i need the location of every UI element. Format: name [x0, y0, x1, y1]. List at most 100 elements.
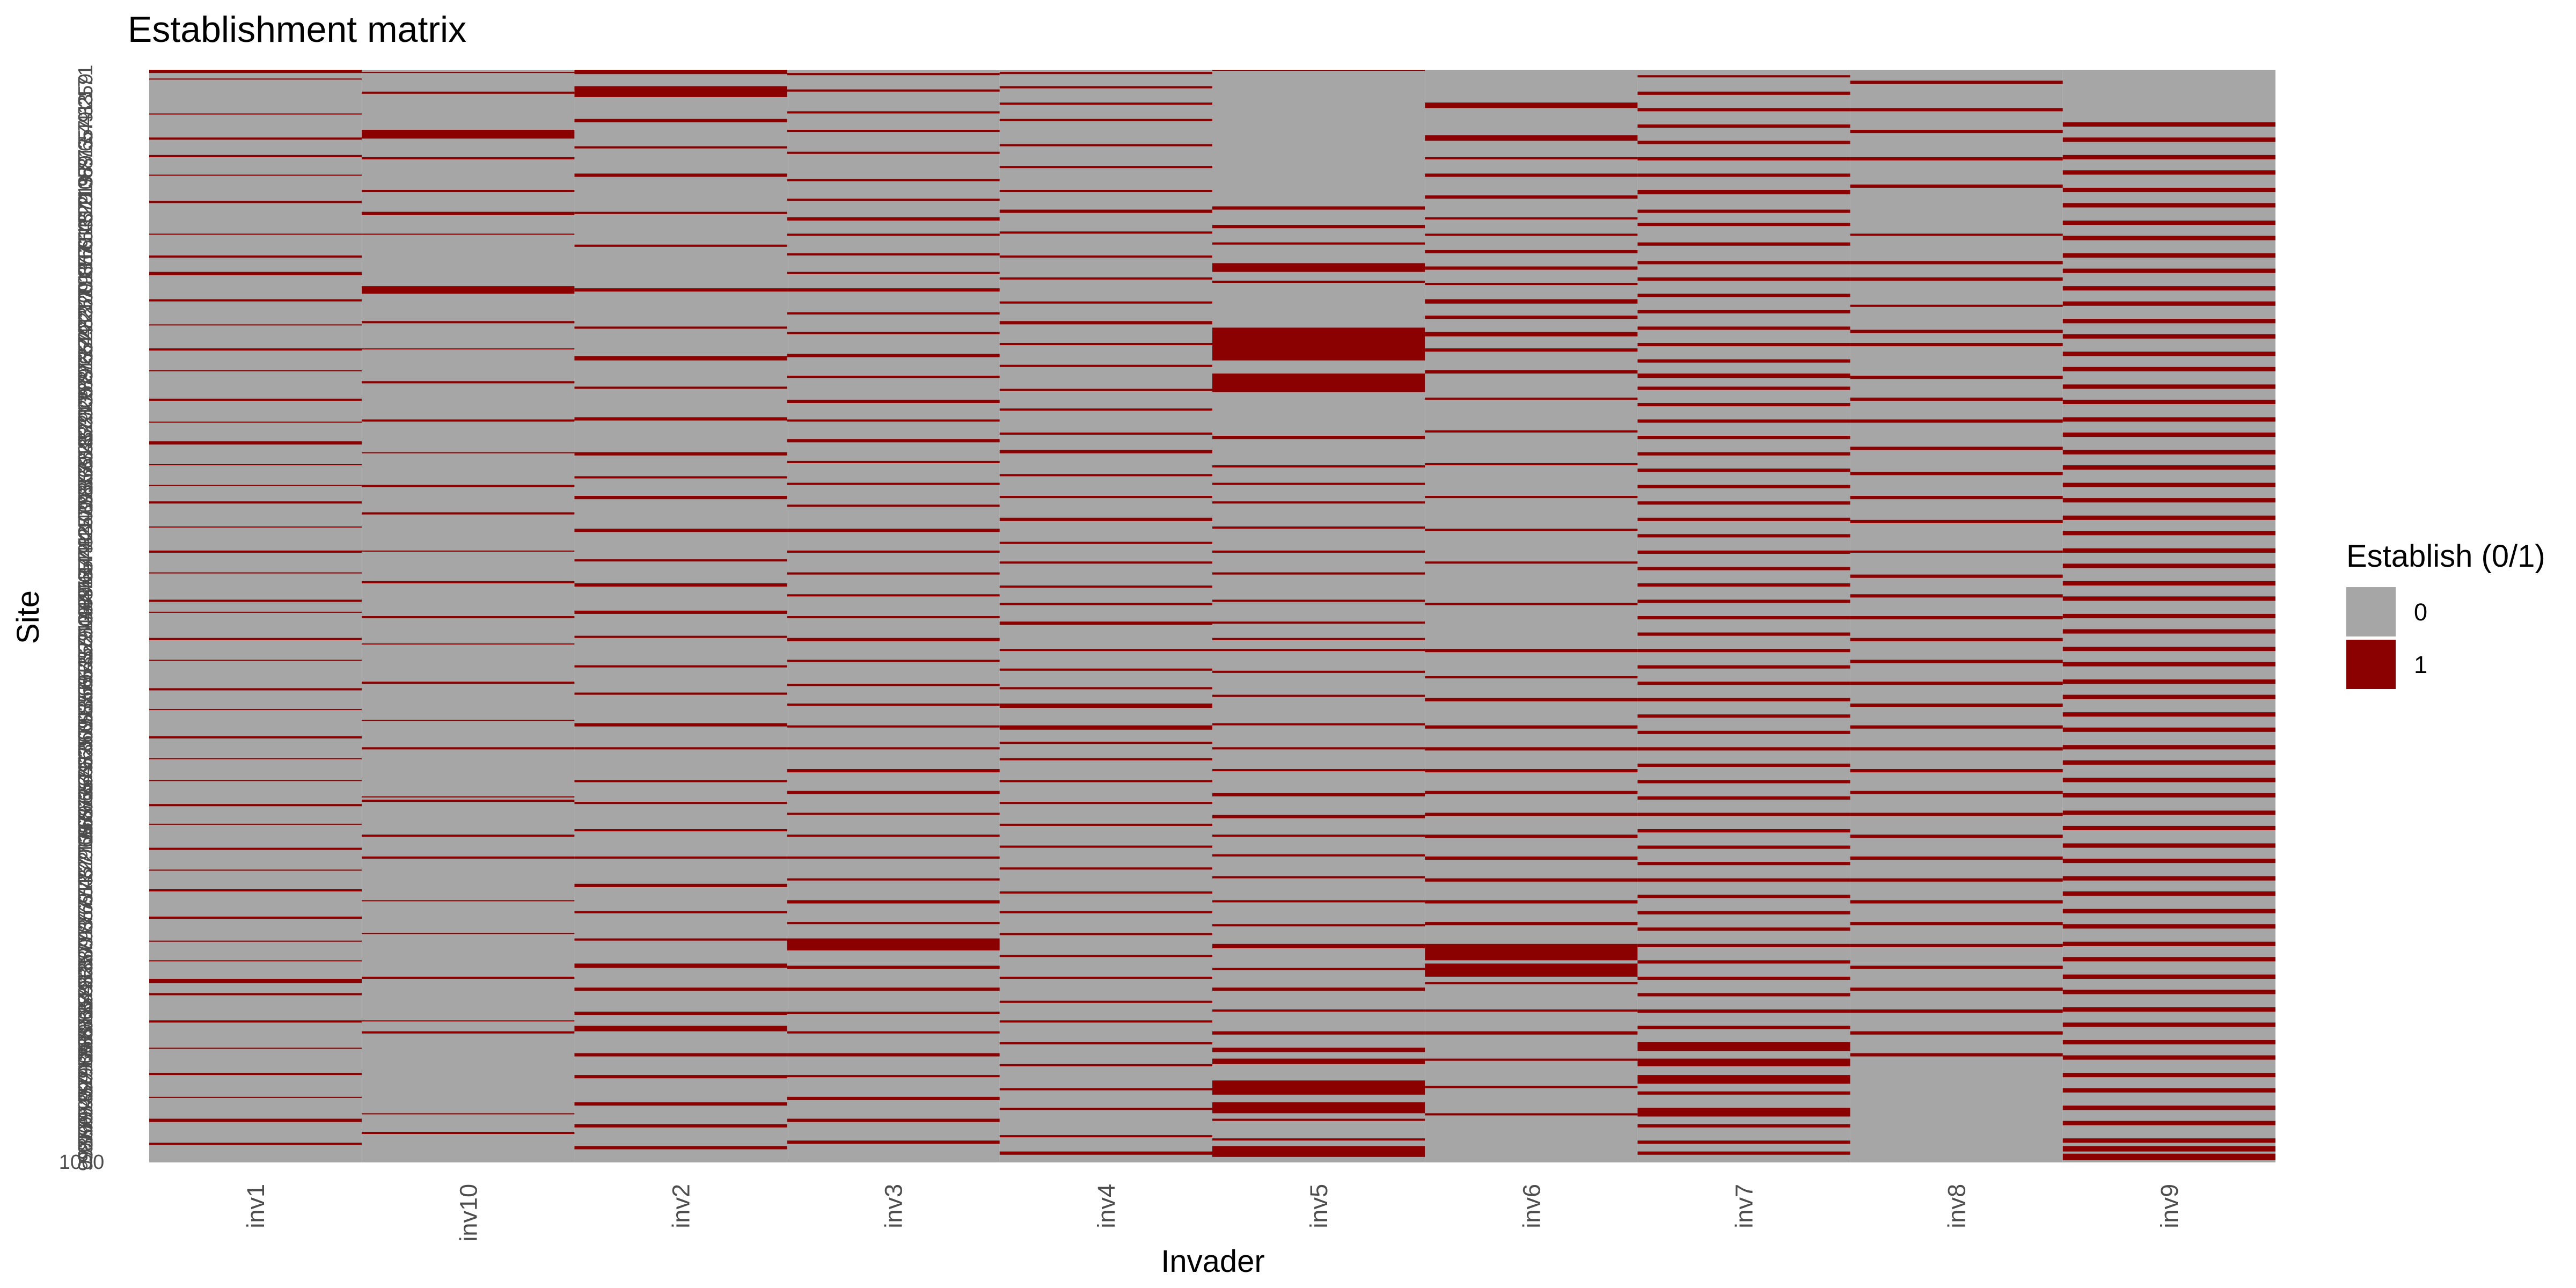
heatmap-cell-inv1-run-22: [149, 572, 362, 574]
y-tick-site-985: 985: [75, 1129, 97, 1162]
heatmap-cell-inv3-run-48: [787, 1096, 1000, 1100]
heatmap-cell-inv1-run-43: [149, 1048, 362, 1049]
heatmap-cell-inv9-run-36: [2062, 712, 2275, 717]
heatmap-cell-inv2-run-20: [574, 665, 787, 668]
heatmap-cell-inv6-run-39: [1425, 1031, 1638, 1035]
y-tick-site-713: 713: [75, 831, 97, 865]
heatmap-cell-inv5-run-27: [1212, 854, 1425, 857]
y-tick-site-689: 689: [75, 805, 97, 839]
heatmap-cell-inv7-run-66: [1637, 1151, 1850, 1155]
heatmap-cell-inv9-run-60: [2062, 1106, 2275, 1110]
y-tick-site-945: 945: [75, 1085, 97, 1118]
heatmap-cell-inv4-run-50: [999, 1135, 1212, 1138]
y-tick-site-233: 233: [75, 307, 97, 341]
heatmap-cell-inv9-run-63: [2062, 1146, 2275, 1152]
heatmap-cell-inv7-run-59: [1637, 1042, 1850, 1051]
heatmap-cell-inv1-run-36: [149, 889, 362, 892]
heatmap-cell-inv9-run-21: [2062, 465, 2275, 470]
y-tick-site-73: 73: [75, 137, 97, 160]
y-tick-site-249: 249: [75, 324, 97, 358]
heatmap-cell-inv3-run-21: [787, 504, 1000, 507]
y-tick-site-433: 433: [75, 525, 97, 559]
heatmap-cell-inv3-run-31: [787, 725, 1000, 728]
heatmap-cell-inv9-run-52: [2062, 974, 2275, 979]
y-tick-site-417: 417: [75, 508, 97, 541]
heatmap-cell-inv10-run-5: [362, 211, 575, 215]
y-tick-site-593: 593: [75, 700, 97, 734]
y-tick-site-441: 441: [75, 534, 97, 568]
y-tick-site-345: 345: [75, 429, 97, 463]
heatmap-cell-inv6-run-17: [1425, 463, 1638, 466]
y-tick-site-481: 481: [75, 578, 97, 612]
heatmap-cell-inv7-run-51: [1637, 911, 1850, 914]
heatmap-cell-inv7-run-65: [1637, 1140, 1850, 1144]
y-tick-site-33: 33: [75, 94, 97, 116]
heatmap-cell-inv9-run-56: [2062, 1040, 2275, 1045]
heatmap-cell-inv6-run-11: [1425, 316, 1638, 319]
y-tick-site-489: 489: [75, 587, 97, 620]
heatmap-cell-inv8-run-31: [1850, 835, 2063, 838]
heatmap-cell-inv10-run-19: [362, 682, 575, 684]
heatmap-cell-inv7-run-13: [1637, 294, 1850, 297]
heatmap-cell-inv9-run-29: [2062, 596, 2275, 601]
heatmap-cell-inv6-run-3: [1425, 173, 1638, 177]
heatmap-cell-inv4-run-8: [999, 231, 1212, 234]
heatmap-cell-inv3-run-5: [787, 179, 1000, 181]
heatmap-cell-inv9-run-46: [2062, 876, 2275, 881]
heatmap-cell-inv10-run-31: [362, 1113, 575, 1115]
heatmap-cell-inv9-run-57: [2062, 1055, 2275, 1060]
heatmap-cell-inv8-run-35: [1850, 922, 2063, 926]
heatmap-cell-inv5-run-1: [1212, 206, 1425, 210]
y-tick-site-537: 537: [75, 639, 97, 673]
y-tick-site-609: 609: [75, 718, 97, 751]
heatmap-cell-inv9-run-33: [2062, 662, 2275, 667]
heatmap-cell-inv9-run-1: [2062, 137, 2275, 142]
heatmap-cell-inv9-run-54: [2062, 1007, 2275, 1012]
chart-title: Establishment matrix: [128, 9, 466, 50]
y-tick-site-777: 777: [75, 901, 97, 935]
heatmap-cell-inv3-run-33: [787, 769, 1000, 773]
y-tick-site-809: 809: [75, 936, 97, 970]
heatmap-cell-inv1-run-23: [149, 599, 362, 602]
heatmap-cell-inv9-run-42: [2062, 810, 2275, 815]
heatmap-cell-inv3-run-39: [787, 900, 1000, 904]
heatmap-cell-inv4-run-12: [999, 321, 1212, 325]
y-tick-site-25: 25: [75, 85, 97, 108]
heatmap-cell-inv7-run-50: [1637, 895, 1850, 898]
heatmap-cell-inv10-run-14: [362, 512, 575, 515]
heatmap-cell-inv4-run-40: [999, 911, 1212, 913]
y-tick-site-705: 705: [75, 823, 97, 857]
heatmap-cell-inv4-run-37: [999, 845, 1212, 848]
heatmap-cell-inv7-run-45: [1637, 813, 1850, 816]
heatmap-cell-inv3-run-43: [787, 987, 1000, 991]
heatmap-cell-inv1-run-33: [149, 823, 362, 825]
heatmap-cell-inv8-run-38: [1850, 987, 2063, 991]
heatmap-cell-inv9-run-49: [2062, 924, 2275, 929]
heatmap-cell-inv2-run-9: [574, 356, 787, 361]
heatmap-cell-inv7-run-15: [1637, 326, 1850, 330]
heatmap-cell-inv7-run-33: [1637, 616, 1850, 620]
legend-label-0: 0: [2414, 598, 2427, 626]
heatmap-cell-inv6-run-37: [1425, 982, 1638, 985]
heatmap-cell-inv7-run-26: [1637, 501, 1850, 505]
heatmap-cell-inv5-run-23: [1212, 769, 1425, 772]
heatmap-cell-inv3-run-41: [787, 938, 1000, 951]
heatmap-cell-inv4-run-36: [999, 823, 1212, 826]
y-tick-site-161: 161: [75, 228, 97, 262]
heatmap-cell-inv6-run-1: [1425, 135, 1638, 141]
heatmap-cell-inv7-run-20: [1637, 402, 1850, 407]
heatmap-cell-inv7-run-14: [1637, 310, 1850, 314]
heatmap-cell-inv6-run-35: [1425, 943, 1638, 961]
heatmap-cell-inv8-run-7: [1850, 277, 2063, 281]
y-tick-site-265: 265: [75, 342, 97, 376]
heatmap-cell-inv10-run-23: [362, 800, 575, 802]
heatmap-cell-inv6-run-4: [1425, 195, 1638, 199]
heatmap-cell-inv2-run-17: [574, 583, 787, 587]
heatmap-cell-inv9-run-23: [2062, 498, 2275, 503]
heatmap-cell-inv6-run-6: [1425, 233, 1638, 236]
y-tick-site-1: 1: [75, 64, 97, 76]
heatmap-cell-inv9-run-51: [2062, 957, 2275, 962]
heatmap-cell-inv7-run-60: [1637, 1058, 1850, 1066]
y-tick-site-753: 753: [75, 875, 97, 909]
